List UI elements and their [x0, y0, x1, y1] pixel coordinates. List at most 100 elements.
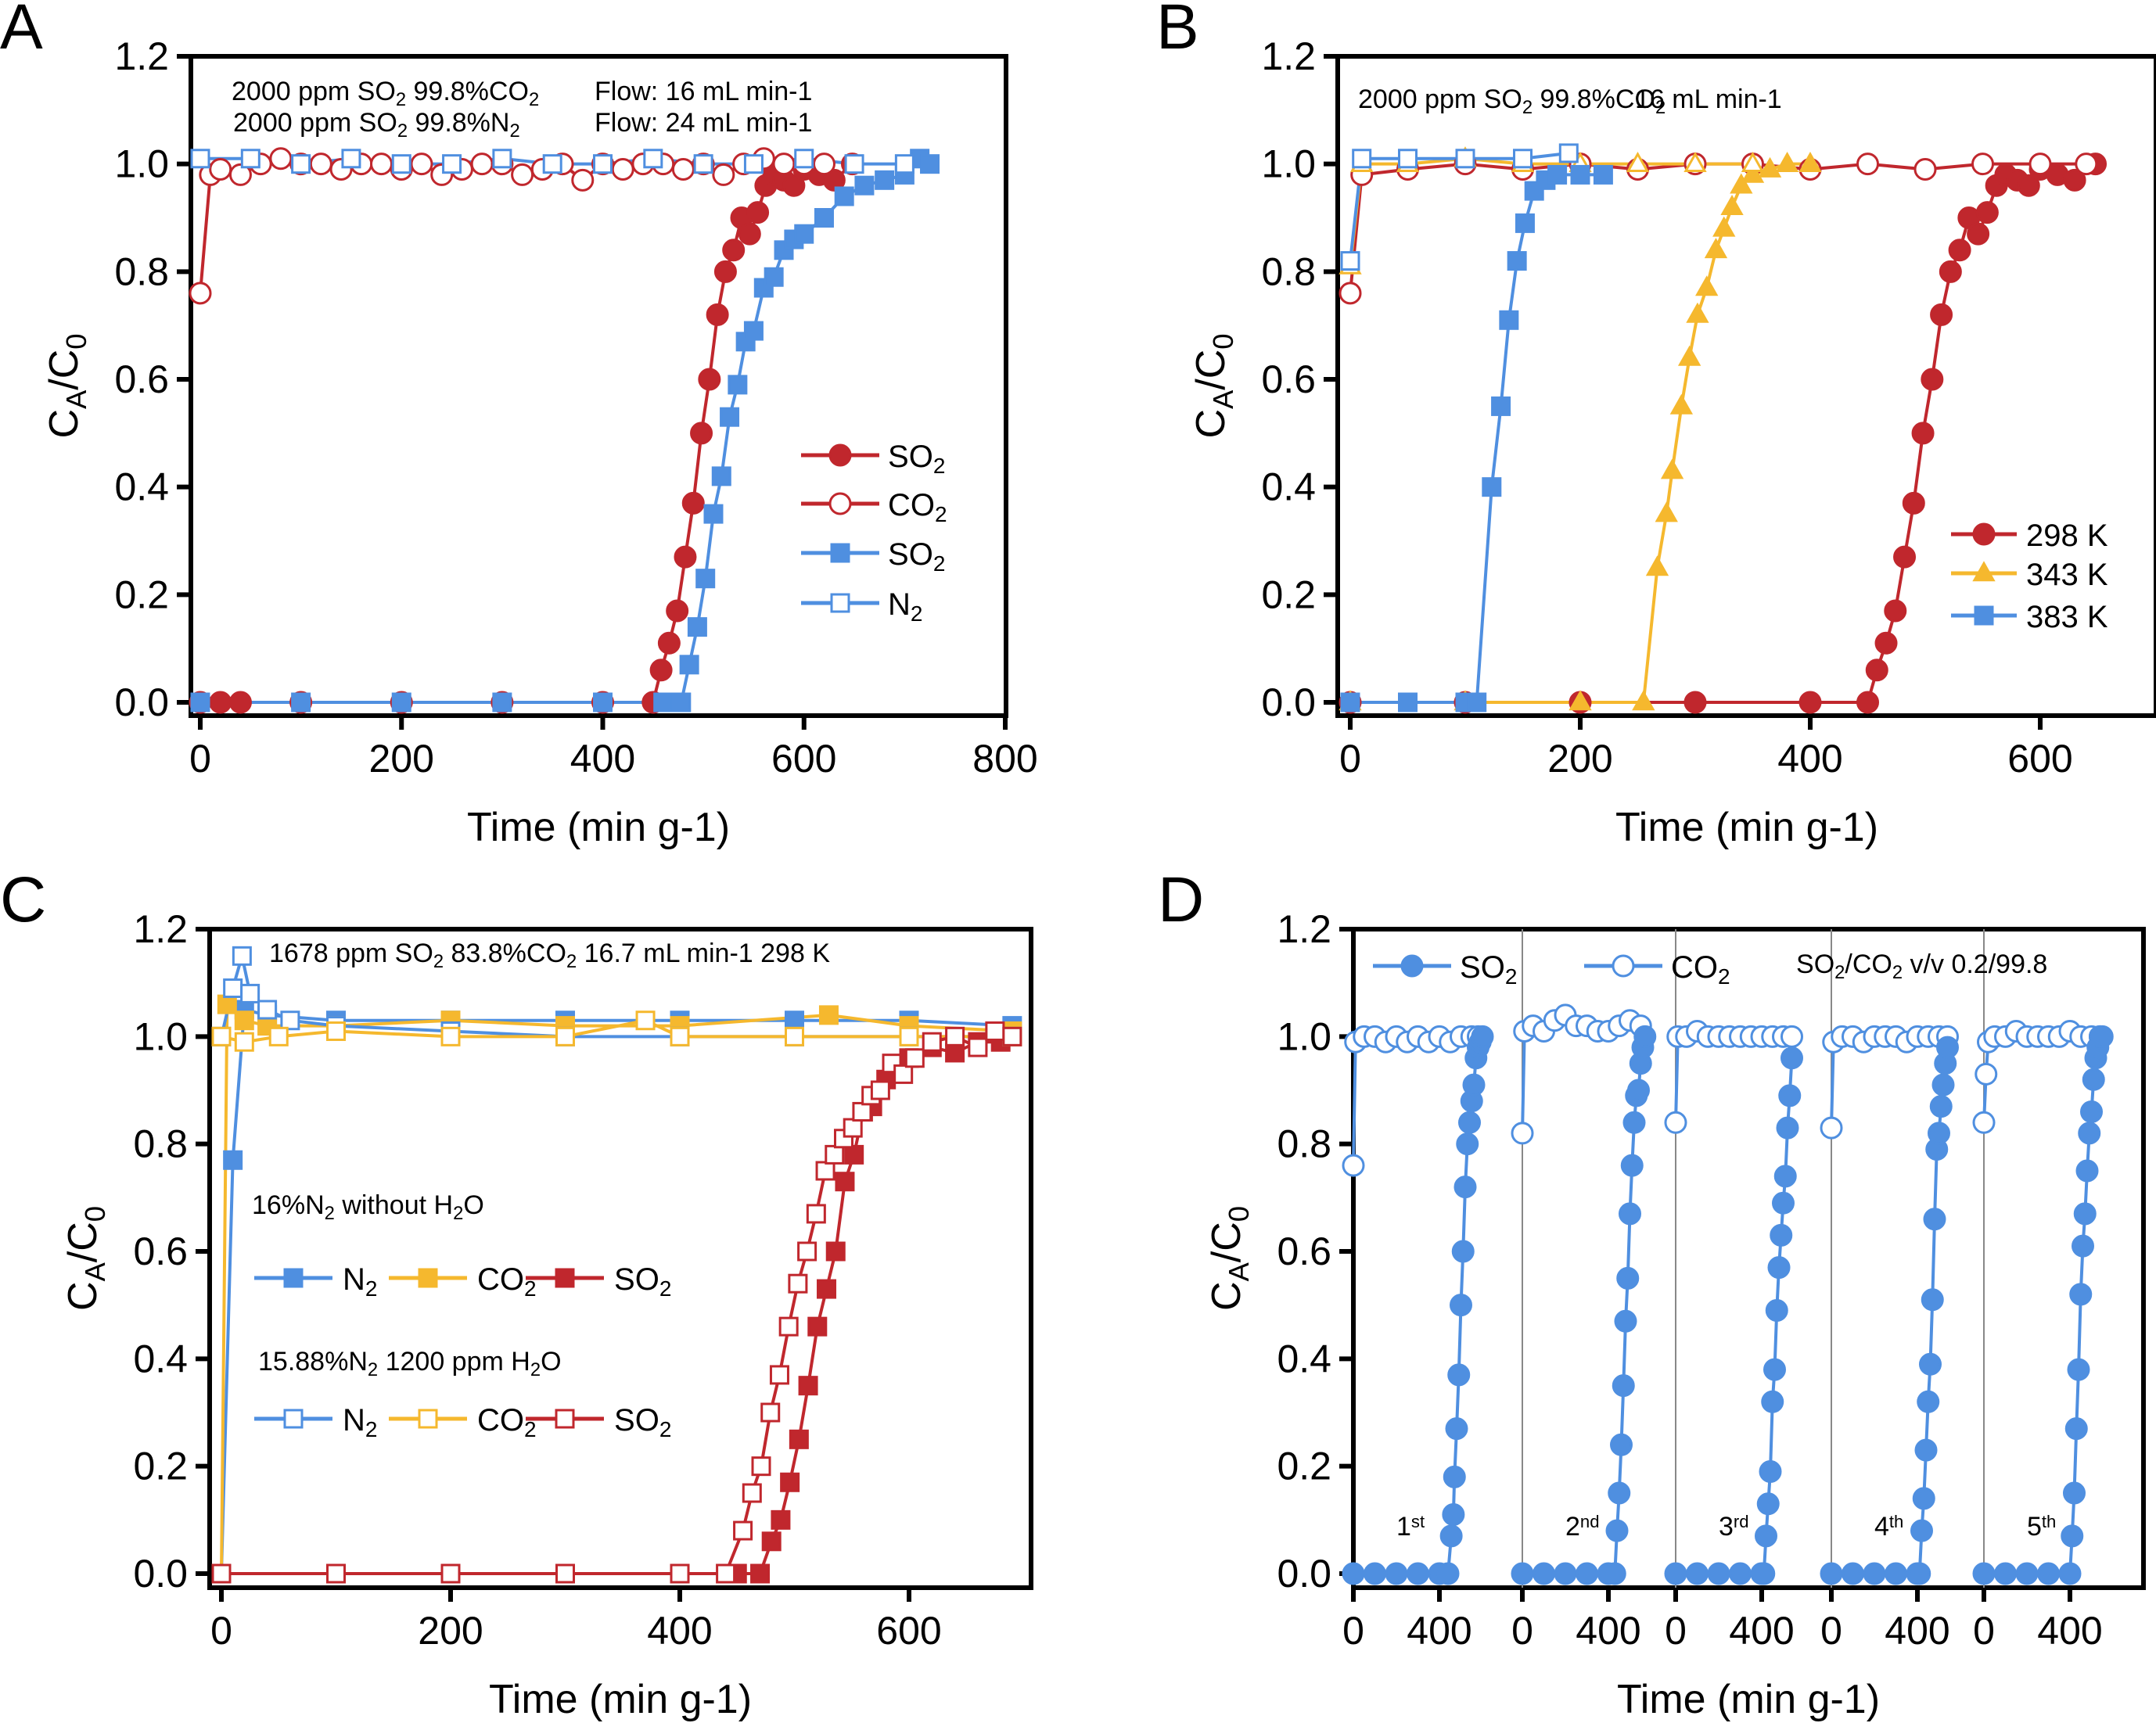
data-point [1445, 1417, 1468, 1441]
data-point [1773, 1165, 1797, 1188]
x-axis-title: Time (min g-1) [467, 805, 730, 850]
x-tick-label: 400 [1407, 1609, 1471, 1653]
data-point [798, 1376, 818, 1396]
data-point [1730, 173, 1753, 194]
y-tick-label: 0.8 [1277, 1122, 1331, 1166]
data-point [1627, 1079, 1650, 1102]
data-point [1554, 1562, 1577, 1585]
data-point [1443, 1465, 1466, 1488]
data-point [674, 545, 697, 569]
data-point [751, 1456, 771, 1477]
x-tick-label: 0 [1339, 737, 1361, 781]
x-tick-label: 0 [189, 737, 211, 781]
data-point [593, 154, 613, 174]
data-point [1632, 690, 1655, 711]
data-point [1971, 153, 1994, 176]
x-tick-label: 400 [1885, 1609, 1949, 1653]
y-tick-label: 0.6 [133, 1229, 188, 1273]
data-point [1507, 251, 1527, 271]
plot-area [211, 946, 1022, 1584]
data-point [1948, 239, 1971, 262]
data-point [492, 692, 512, 713]
data-point [679, 655, 699, 675]
data-point [1364, 1562, 1386, 1585]
data-point [1467, 692, 1487, 713]
data-point [1558, 143, 1579, 163]
x-tick-label: 600 [771, 737, 836, 781]
data-point [234, 1032, 254, 1052]
data-point [1655, 501, 1678, 522]
data-point [1780, 1025, 1803, 1048]
data-point [945, 1026, 965, 1046]
data-point [733, 1520, 753, 1541]
y-tick-label: 0.4 [1261, 465, 1316, 509]
y-tick-label: 1.0 [1261, 142, 1316, 186]
data-point [1352, 149, 1372, 169]
cycle-label: 5th [2027, 1512, 2056, 1542]
data-point [223, 978, 243, 999]
panel-b: 0.0 0.2 0.4 0.6 0.8 1.0 1.2 CA/C0 B 0 200 400 600 Tim… [1156, 0, 2156, 850]
annotation: Flow: 24 mL min-1 [595, 108, 812, 138]
data-point [817, 1279, 837, 1299]
x-tick-label: 400 [1777, 737, 1842, 781]
y-tick-label: 0.2 [133, 1445, 188, 1488]
data-point [1568, 690, 1592, 711]
data-point [1570, 164, 1590, 185]
panel-c: 0.0 0.2 0.4 0.6 0.8 1.0 1.2 CA/C0 C 0 200 400 600 Tim… [0, 864, 1033, 1722]
data-point [440, 1026, 461, 1046]
data-point [1677, 345, 1701, 366]
data-point [1972, 1111, 1996, 1134]
data-point [706, 303, 729, 326]
data-point [2090, 1025, 2114, 1048]
legend-label: SO2 [614, 1403, 671, 1441]
x-tick-label: 0 [1665, 1609, 1687, 1653]
legend: 298 K 343 K 383 K [1951, 519, 2108, 634]
data-point [693, 154, 713, 174]
data-point [1921, 368, 1944, 391]
data-point [671, 158, 695, 181]
data-point [968, 1037, 988, 1057]
data-point [738, 222, 761, 246]
data-point [1729, 1562, 1752, 1585]
data-point [1767, 1256, 1791, 1280]
data-point [1683, 691, 1707, 714]
data-point [234, 1010, 254, 1031]
data-point [844, 154, 864, 174]
data-point [797, 1241, 817, 1262]
data-point [818, 1005, 839, 1025]
data-point [1720, 195, 1744, 216]
data-point [825, 1241, 846, 1262]
x-tick-label: 0 [1973, 1609, 1995, 1653]
data-point [1994, 1562, 2017, 1585]
data-point [1626, 151, 1650, 172]
data-point [1342, 1562, 1365, 1585]
data-point [920, 154, 940, 174]
y-tick-label: 0.8 [114, 249, 169, 293]
data-point [746, 201, 770, 224]
x-tick-label: 0 [1342, 1609, 1364, 1653]
legend-label: N2 [343, 1403, 377, 1441]
data-point [2075, 1159, 2099, 1183]
data-point [1917, 1390, 1940, 1413]
x-axis-title: Time (min g-1) [489, 1677, 752, 1722]
data-point [240, 983, 261, 1003]
legend-marker [828, 443, 852, 467]
data-point [681, 491, 705, 515]
data-point [2075, 153, 2098, 176]
x-tick-label: 200 [369, 737, 434, 781]
data-point [904, 1048, 925, 1068]
data-point [1741, 162, 1765, 183]
data-point [2073, 1202, 2097, 1226]
data-point [280, 1010, 300, 1031]
data-point [1763, 1358, 1786, 1381]
data-point [1462, 1073, 1486, 1097]
legend-marker [283, 1268, 304, 1288]
data-point [794, 224, 814, 244]
data-point [1686, 302, 1709, 323]
data-point [228, 691, 252, 714]
annotation: Flow: 16 mL min-1 [595, 77, 812, 106]
data-point [1482, 477, 1502, 497]
data-point [1752, 1562, 1776, 1585]
y-tick-label: 1.2 [114, 34, 169, 78]
data-point [728, 375, 748, 395]
